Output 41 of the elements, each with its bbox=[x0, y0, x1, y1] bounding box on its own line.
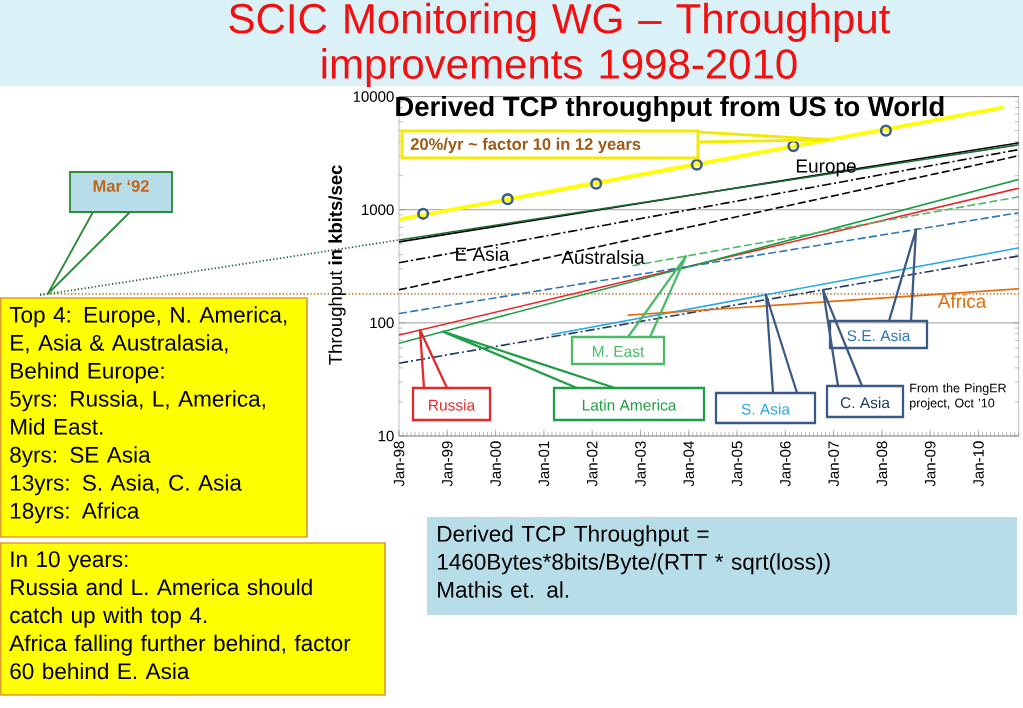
x-tick-label: Jan-03 bbox=[635, 441, 646, 487]
x-tick-label: Jan-98 bbox=[393, 441, 405, 487]
series-label: Australsia bbox=[561, 250, 645, 264]
text: S. Asia bbox=[741, 403, 791, 415]
text: M. East bbox=[593, 346, 645, 357]
x-tick-label: Jan-06 bbox=[780, 441, 791, 487]
x-tick-label: Jan-08 bbox=[876, 441, 888, 487]
text: Mar ‘92 bbox=[93, 180, 149, 192]
point bbox=[590, 177, 603, 190]
point bbox=[879, 124, 892, 137]
y-tick-label: 10 bbox=[378, 430, 394, 442]
series-label: Europe bbox=[796, 159, 856, 177]
y-tick-label: 10000 bbox=[353, 91, 394, 102]
point bbox=[501, 193, 514, 206]
text: C. Asia bbox=[840, 396, 890, 409]
y-axis-title: Throughput in kbits/sec bbox=[328, 165, 346, 365]
text: S.E. Asia bbox=[847, 329, 911, 342]
annotation: From the PingER project, Oct ’10 bbox=[910, 383, 1006, 410]
y-tick-label: 100 bbox=[370, 317, 394, 329]
annotation: 20%/yr ~ factor 10 in 12 years bbox=[410, 137, 641, 154]
y-tick-label: 1000 bbox=[362, 204, 394, 216]
point bbox=[690, 158, 703, 171]
series-label: Africa bbox=[937, 294, 987, 308]
x-tick-label: Jan-05 bbox=[731, 441, 743, 487]
x-tick-label: Jan-07 bbox=[828, 441, 839, 487]
text: Top 4: Europe, N. America, E, Asia & Australasia, Behind Europe: 5yrs: Russia, L, America, Mid East. 8yrs: SE Asia 13yrs: S. Asia, C. Asia 18yrs: Africa bbox=[9, 306, 287, 524]
text: In 10 years: Russia and L. America should catch up with top 4. Africa falling further behind, factor 60 behind E. Asia bbox=[9, 551, 351, 680]
x-tick-label: Jan-10 bbox=[973, 441, 984, 487]
x-tick-label: Jan-02 bbox=[586, 441, 598, 487]
text: Derived TCP Throughput = 1460Bytes*8bits/Byte/(RTT * sqrt(loss)) Mathis et. al. bbox=[437, 525, 830, 598]
x-tick-label: Jan-00 bbox=[490, 441, 501, 487]
chart-subtitle: Derived TCP throughput from US to World bbox=[396, 96, 944, 122]
chart-title: SCIC Monitoring WG – Throughput improvements 1998-2010 bbox=[229, 2, 891, 88]
text: Russia bbox=[429, 399, 476, 411]
series-label: E Asia bbox=[456, 247, 510, 261]
x-tick-label: Jan-09 bbox=[924, 441, 936, 487]
x-tick-label: Jan-99 bbox=[441, 441, 453, 487]
x-tick-label: Jan-01 bbox=[538, 441, 550, 487]
point bbox=[417, 207, 430, 220]
text: Latin America bbox=[582, 399, 677, 411]
x-tick-label: Jan-04 bbox=[683, 441, 695, 487]
